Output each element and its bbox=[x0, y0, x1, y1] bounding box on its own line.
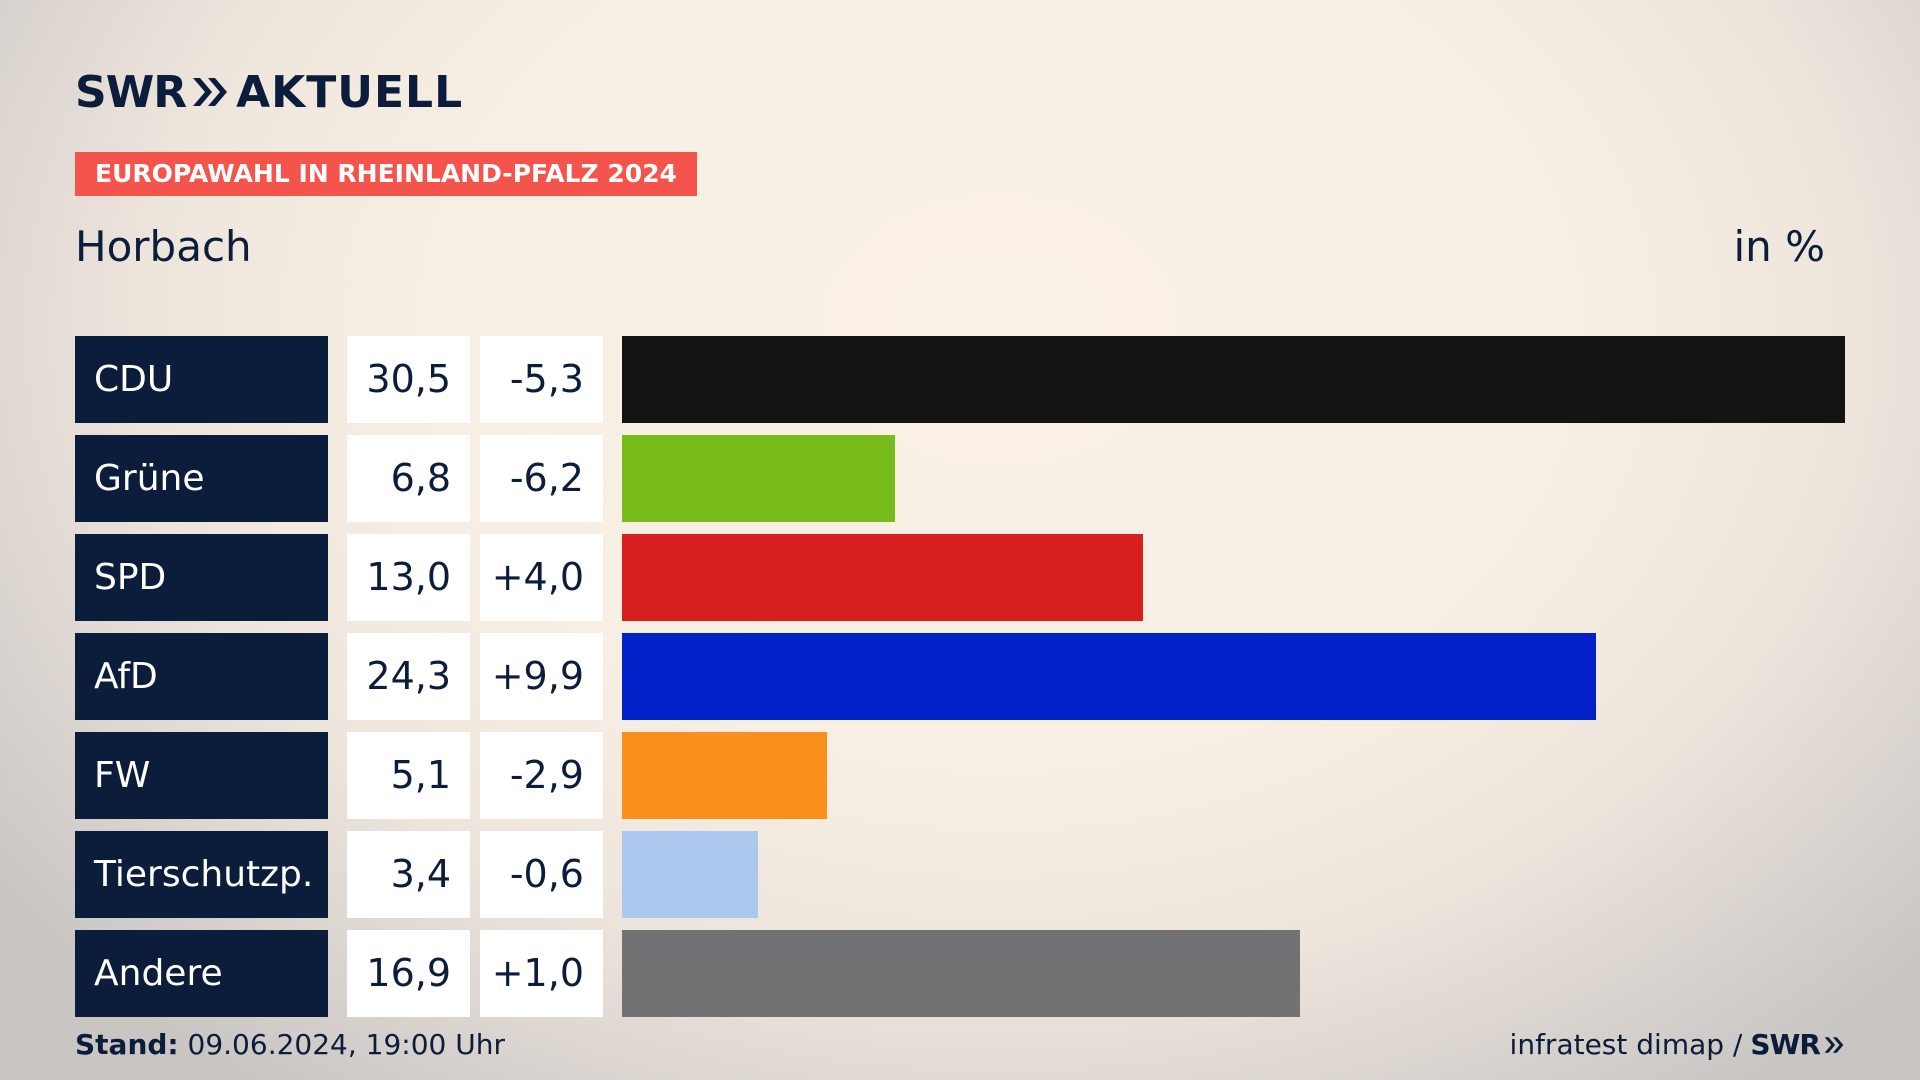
swr-logo-text: SWR bbox=[75, 66, 187, 118]
election-tag: EUROPAWAHL IN RHEINLAND-PFALZ 2024 bbox=[75, 152, 697, 196]
source-text: infratest dimap / bbox=[1509, 1028, 1743, 1061]
aktuell-logo-text: AKTUELL bbox=[236, 66, 464, 118]
change-value: -0,6 bbox=[480, 831, 603, 918]
result-bar bbox=[622, 435, 895, 522]
change-value: -2,9 bbox=[480, 732, 603, 819]
party-row: AfD 24,3 +9,9 bbox=[0, 633, 1920, 720]
place-title: Horbach bbox=[75, 222, 252, 271]
double-chevron-icon bbox=[1824, 1036, 1844, 1053]
party-row: Andere 16,9 +1,0 bbox=[0, 930, 1920, 1017]
party-row: Tierschutzp. 3,4 -0,6 bbox=[0, 831, 1920, 918]
swr-aktuell-logo: SWR AKTUELL bbox=[75, 66, 463, 118]
double-chevron-icon bbox=[193, 78, 228, 106]
result-bar bbox=[622, 732, 827, 819]
party-label: Tierschutzp. bbox=[75, 831, 328, 918]
vote-share-value: 30,5 bbox=[347, 336, 470, 423]
party-row: SPD 13,0 +4,0 bbox=[0, 534, 1920, 621]
result-bar bbox=[622, 534, 1143, 621]
stand-value: 09.06.2024, 19:00 Uhr bbox=[187, 1028, 505, 1061]
change-value: -6,2 bbox=[480, 435, 603, 522]
party-label: Andere bbox=[75, 930, 328, 1017]
result-bar bbox=[622, 633, 1596, 720]
source-brand-text: SWR bbox=[1750, 1028, 1821, 1061]
vote-share-value: 5,1 bbox=[347, 732, 470, 819]
change-value: +4,0 bbox=[480, 534, 603, 621]
vote-share-value: 13,0 bbox=[347, 534, 470, 621]
change-value: +9,9 bbox=[480, 633, 603, 720]
result-bar bbox=[622, 930, 1300, 1017]
source-brand: SWR bbox=[1750, 1028, 1845, 1061]
vote-share-value: 3,4 bbox=[347, 831, 470, 918]
change-value: -5,3 bbox=[480, 336, 603, 423]
timestamp: Stand: 09.06.2024, 19:00 Uhr bbox=[75, 1028, 505, 1061]
result-bar bbox=[622, 336, 1845, 423]
change-value: +1,0 bbox=[480, 930, 603, 1017]
vote-share-value: 24,3 bbox=[347, 633, 470, 720]
party-label: Grüne bbox=[75, 435, 328, 522]
party-row: Grüne 6,8 -6,2 bbox=[0, 435, 1920, 522]
source-credit: infratest dimap / SWR bbox=[1510, 1028, 1845, 1061]
vote-share-value: 16,9 bbox=[347, 930, 470, 1017]
party-label: SPD bbox=[75, 534, 328, 621]
party-label: AfD bbox=[75, 633, 328, 720]
result-bar bbox=[622, 831, 758, 918]
unit-label: in % bbox=[1733, 222, 1825, 271]
party-row: CDU 30,5 -5,3 bbox=[0, 336, 1920, 423]
party-row: FW 5,1 -2,9 bbox=[0, 732, 1920, 819]
party-label: CDU bbox=[75, 336, 328, 423]
stand-label: Stand: bbox=[75, 1028, 179, 1061]
vote-share-value: 6,8 bbox=[347, 435, 470, 522]
party-label: FW bbox=[75, 732, 328, 819]
